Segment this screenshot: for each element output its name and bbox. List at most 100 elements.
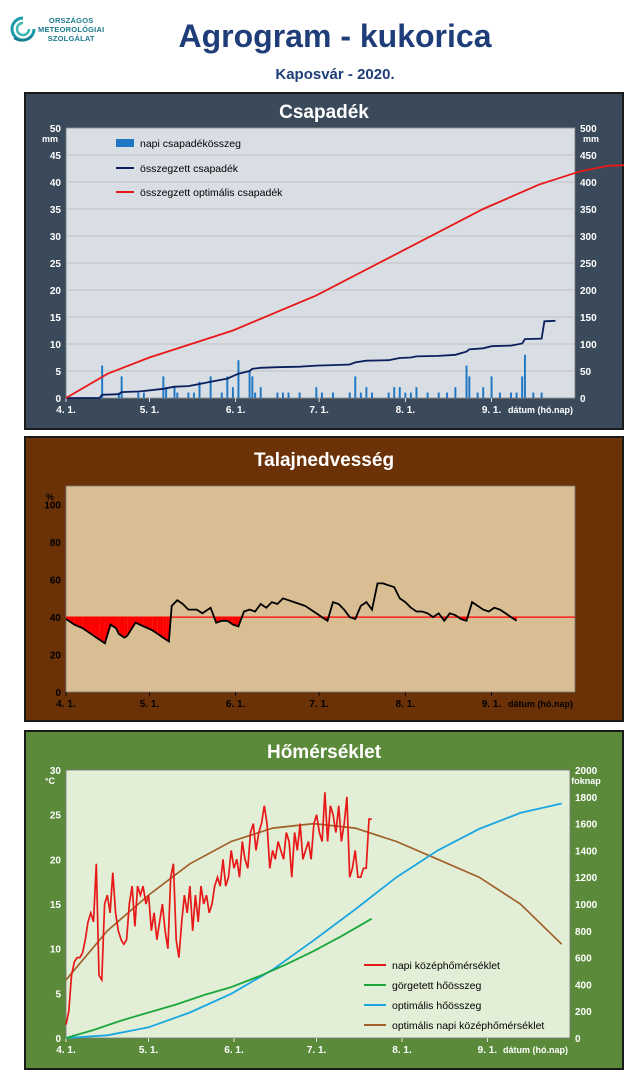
y-axis-label: °C — [45, 776, 56, 786]
daily-precip-bar — [117, 392, 120, 398]
y2-tick-label: 1200 — [575, 873, 598, 884]
daily-precip-bar — [142, 392, 145, 398]
y2-tick-label: 400 — [580, 178, 597, 189]
precipitation-title: Csapadék — [279, 102, 369, 123]
daily-precip-bar — [198, 381, 201, 398]
daily-precip-bar — [220, 392, 223, 398]
daily-precip-bar — [532, 392, 535, 398]
y-tick-label: 10 — [50, 945, 62, 956]
daily-precip-bar — [276, 392, 279, 398]
daily-precip-bar — [137, 392, 140, 398]
plot-area — [65, 485, 576, 693]
y-tick-label: 60 — [50, 576, 62, 587]
logo-text: ORSZÁGOS METEOROLÓGIAI SZOLGÁLAT — [38, 16, 104, 43]
y-tick-label: 40 — [50, 613, 62, 624]
daily-precip-bar — [454, 387, 457, 398]
daily-precip-bar — [515, 392, 518, 398]
moisture-deficit-area — [168, 617, 171, 642]
y2-tick-label: 1000 — [575, 900, 598, 911]
daily-precip-bar — [476, 392, 479, 398]
daily-mean-temp-line — [65, 792, 372, 1025]
moisture-deficit-area — [152, 617, 158, 634]
daily-precip-bar — [259, 387, 262, 398]
daily-precip-bar — [482, 387, 485, 398]
daily-precip-bar — [437, 392, 440, 398]
y-tick-label: 15 — [50, 313, 62, 324]
moisture-deficit-area — [110, 617, 117, 629]
moisture-deficit-area — [124, 617, 128, 638]
daily-precip-bar — [281, 392, 284, 398]
x-tick-label: 4. 1. — [56, 405, 76, 416]
y2-tick-label: 450 — [580, 151, 597, 162]
rolling-heat-sum-line — [65, 917, 373, 1039]
y-tick-label: 80 — [50, 538, 62, 549]
daily-precip-bar — [446, 392, 449, 398]
y-tick-label: 0 — [55, 1034, 61, 1045]
daily-precip-bar — [354, 376, 357, 398]
y-tick-label: 5 — [55, 989, 61, 1000]
daily-precip-bar — [192, 392, 195, 398]
y2-tick-label: 150 — [580, 313, 597, 324]
x-tick-label: 6. 1. — [226, 405, 246, 416]
y2-tick-label: 300 — [580, 232, 597, 243]
daily-precip-bar — [370, 392, 373, 398]
daily-precip-bar — [521, 376, 524, 398]
moisture-deficit-area — [166, 617, 169, 642]
precipitation-chart: 0510152025303540455005010015020025030035… — [24, 92, 624, 430]
daily-precip-bar — [173, 387, 176, 398]
y2-tick-label: 100 — [580, 340, 597, 351]
legend-optimal-mean-label: optimális napi középhőmérséklet — [392, 1020, 544, 1032]
omsz-logo: ORSZÁGOS METEOROLÓGIAI SZOLGÁLAT — [8, 14, 118, 54]
y-tick-label: 100 — [44, 501, 61, 512]
daily-precip-bar — [332, 392, 334, 398]
moisture-deficit-area — [118, 617, 125, 638]
page-title: Agrogram - kukorica — [178, 18, 492, 54]
y2-tick-label: 1800 — [575, 793, 598, 804]
x-tick-label: 5. 1. — [140, 699, 160, 710]
legend-rolling-sum-label: görgetett hőösszeg — [392, 980, 481, 992]
daily-precip-bar — [523, 354, 526, 398]
y2-tick-label: 350 — [580, 205, 597, 216]
moisture-deficit-area — [214, 617, 217, 623]
temperature-title: Hőmérséklet — [266, 742, 382, 763]
y2-axis-label: foknap — [571, 776, 601, 786]
logo-swirl-icon — [10, 16, 36, 42]
daily-precip-bar — [298, 392, 301, 398]
moisture-deficit-area — [91, 617, 100, 640]
precipitation-panel: 0 5 10 15 20 25 30 35 40 45 50 0 50 100 150 200 250 300 35… — [24, 92, 624, 430]
y-tick-label: 0 — [55, 394, 61, 405]
y2-tick-label: 0 — [580, 394, 586, 405]
daily-precip-bar — [404, 392, 407, 398]
x-tick-label: 6. 1. — [226, 699, 246, 710]
y2-tick-label: 200 — [580, 286, 597, 297]
daily-precip-bar — [101, 365, 104, 398]
optimal-heat-sum-line — [65, 802, 562, 1039]
legend-daily-mean-label: napi középhőmérséklet — [392, 960, 500, 972]
y-tick-label: 0 — [55, 688, 61, 699]
y2-tick-label: 0 — [575, 1034, 581, 1045]
legend-optimal-sum-label: optimális hőösszeg — [392, 1000, 481, 1012]
daily-precip-bar — [540, 392, 543, 398]
y-tick-label: 45 — [50, 151, 62, 162]
y-tick-label: 25 — [50, 811, 62, 822]
daily-precip-bar — [254, 392, 257, 398]
daily-precip-bar — [387, 392, 390, 398]
daily-precip-bar — [468, 376, 471, 398]
daily-precip-bar — [287, 392, 290, 398]
daily-precip-bar — [187, 392, 190, 398]
logo-line-3: SZOLGÁLAT — [47, 34, 95, 43]
moisture-deficit-area — [99, 617, 105, 644]
x-tick-label: 4. 1. — [56, 1045, 76, 1056]
y2-tick-label: 200 — [575, 1007, 592, 1018]
daily-precip-bar — [162, 376, 165, 398]
daily-precip-bar — [209, 376, 212, 398]
x-tick-label: 9. 1. — [478, 1045, 498, 1056]
x-tick-label: 8. 1. — [396, 405, 416, 416]
x-axis-label: dátum (hó.nap) — [508, 699, 573, 709]
y2-axis-label: mm — [583, 134, 599, 144]
y-tick-label: 40 — [50, 178, 62, 189]
page-subtitle: Kaposvár - 2020. — [275, 66, 395, 83]
y-tick-label: 30 — [50, 766, 62, 777]
moisture-deficit-area — [157, 617, 164, 638]
logo-line-1: ORSZÁGOS — [48, 16, 94, 25]
